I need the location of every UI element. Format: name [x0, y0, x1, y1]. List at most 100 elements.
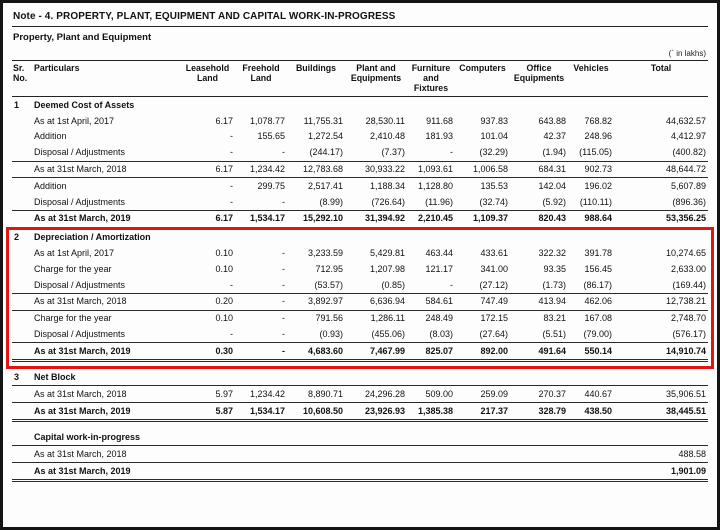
value-cell: 4,683.60 — [287, 342, 345, 363]
value-cell — [287, 228, 345, 245]
value-cell: 10,608.50 — [287, 402, 345, 422]
particulars-cell: Deemed Cost of Assets — [34, 99, 135, 110]
value-cell — [407, 429, 455, 445]
sr-cell — [12, 342, 32, 363]
sr-cell — [12, 160, 32, 179]
col-header-particulars: Particulars — [32, 59, 180, 98]
value-cell: 7,467.99 — [345, 342, 407, 363]
value-cell — [235, 445, 287, 464]
value-cell: 15,292.10 — [287, 209, 345, 230]
value-cell: 217.37 — [455, 402, 510, 422]
value-cell: 28,530.11 — [365, 115, 405, 126]
sr-cell — [12, 462, 32, 482]
value-cell: 53,356.25 — [614, 209, 708, 230]
value-cell: 10,274.65 — [665, 248, 706, 258]
sr-cell — [12, 326, 32, 342]
particulars-cell: Disposal / Adjustments — [34, 147, 126, 158]
value-cell — [455, 445, 510, 464]
table-row: Disposal / Adjustments - - (0.93) (455.06) (8… — [12, 326, 708, 342]
value-cell — [407, 228, 455, 245]
value-cell: (5.92) — [542, 196, 566, 207]
value-cell — [568, 370, 614, 386]
value-cell: (53.57) — [314, 279, 343, 290]
value-cell: 6,636.94 — [345, 292, 407, 311]
value-cell: 155.65 — [257, 131, 285, 142]
value-cell: 1,234.42 — [235, 385, 287, 404]
particulars-cell: As at 31st March, 2018 — [32, 385, 180, 404]
column-header: Office Equipments — [510, 59, 568, 98]
value-cell: 2,210.45 — [407, 209, 455, 230]
particulars-cell: Disposal / Adjustments — [34, 328, 126, 339]
value-cell: 488.58 — [614, 445, 708, 464]
sr-cell — [12, 145, 32, 161]
value-cell: (244.17) — [309, 147, 343, 158]
value-cell — [510, 228, 568, 245]
particulars-cell: As at 31st March, 2018 — [32, 445, 180, 464]
value-cell — [407, 370, 455, 386]
table-row: As at 31st March, 2019 6.17 1,534.17 15,292… — [12, 209, 708, 230]
value-cell: 902.73 — [568, 160, 614, 179]
value-cell — [287, 370, 345, 386]
value-cell — [614, 370, 708, 386]
value-cell: 1,006.58 — [455, 160, 510, 179]
value-cell: 440.67 — [568, 385, 614, 404]
value-cell: 2,748.70 — [670, 313, 706, 324]
sr-cell: 1 — [14, 99, 20, 110]
sr-cell — [12, 261, 32, 277]
value-cell: (27.64) — [479, 328, 508, 339]
value-cell — [235, 462, 287, 482]
value-cell: 2,517.41 — [307, 180, 343, 191]
value-cell — [345, 445, 407, 464]
value-cell — [455, 97, 510, 113]
value-cell: (1.94) — [542, 147, 566, 158]
value-cell — [510, 429, 568, 445]
value-cell: - — [230, 279, 233, 290]
value-cell: 5,429.81 — [369, 248, 405, 258]
table-row: Disposal / Adjustments - - (8.99) (726.64) (1… — [12, 194, 708, 210]
value-cell: 167.08 — [584, 313, 612, 324]
value-cell: 12,738.21 — [614, 292, 708, 311]
particulars-cell: As at 31st March, 2019 — [32, 342, 180, 363]
value-cell: 8,890.71 — [287, 385, 345, 404]
value-cell: 791.56 — [315, 313, 343, 324]
value-cell: 1,128.80 — [417, 180, 453, 191]
value-cell: (0.93) — [319, 328, 343, 339]
value-cell: 341.00 — [480, 263, 508, 274]
value-cell: 42.37 — [543, 131, 566, 142]
value-cell: (5.51) — [542, 328, 566, 339]
value-cell — [235, 429, 287, 445]
value-cell: - — [235, 292, 287, 311]
column-header: Computers — [455, 59, 510, 98]
table-row: As at 31st March, 2018 0.20-3,892.97 6,636… — [12, 292, 708, 311]
value-cell — [455, 429, 510, 445]
table-row: Disposal / Adjustments - - (244.17) (7.37) - (… — [12, 145, 708, 161]
particulars-cell: Capital work-in-progress — [34, 431, 141, 442]
value-cell: (455.06) — [371, 328, 405, 339]
value-cell: (726.64) — [371, 196, 405, 207]
sr-cell — [12, 277, 32, 293]
value-cell: 6.17 — [180, 160, 235, 179]
value-cell: 550.14 — [568, 342, 614, 363]
value-cell: 270.37 — [510, 385, 568, 404]
value-cell: 712.95 — [315, 263, 343, 274]
value-cell — [287, 462, 345, 482]
sr-cell — [12, 445, 32, 464]
value-cell — [235, 97, 287, 113]
particulars-cell: Addition — [34, 180, 67, 191]
value-cell — [510, 445, 568, 464]
table-row: As at 31st March, 2018 5.97 1,234.42 8,890.… — [12, 385, 708, 404]
particulars-cell: Disposal / Adjustments — [34, 196, 126, 207]
value-cell — [455, 370, 510, 386]
table-row: As at 1st April, 2017 6.17 1,078.77 11,755.… — [12, 113, 708, 129]
value-cell: 31,394.92 — [345, 209, 407, 230]
value-cell: 820.43 — [510, 209, 568, 230]
table-row: As at 1st April, 2017 0.10 - 3,233.59 5,429.… — [12, 246, 708, 262]
table-row: As at 31st March, 2019 0.30-4,683.60 7,467… — [12, 342, 708, 363]
section-row: 1 Deemed Cost of Assets — [12, 97, 708, 113]
value-cell: 6.17 — [180, 209, 235, 230]
value-cell: 23,926.93 — [345, 402, 407, 422]
value-cell: (8.03) — [429, 328, 453, 339]
value-cell: (576.17) — [672, 328, 706, 339]
sr-cell — [12, 385, 32, 404]
value-cell: 3,892.97 — [287, 292, 345, 311]
